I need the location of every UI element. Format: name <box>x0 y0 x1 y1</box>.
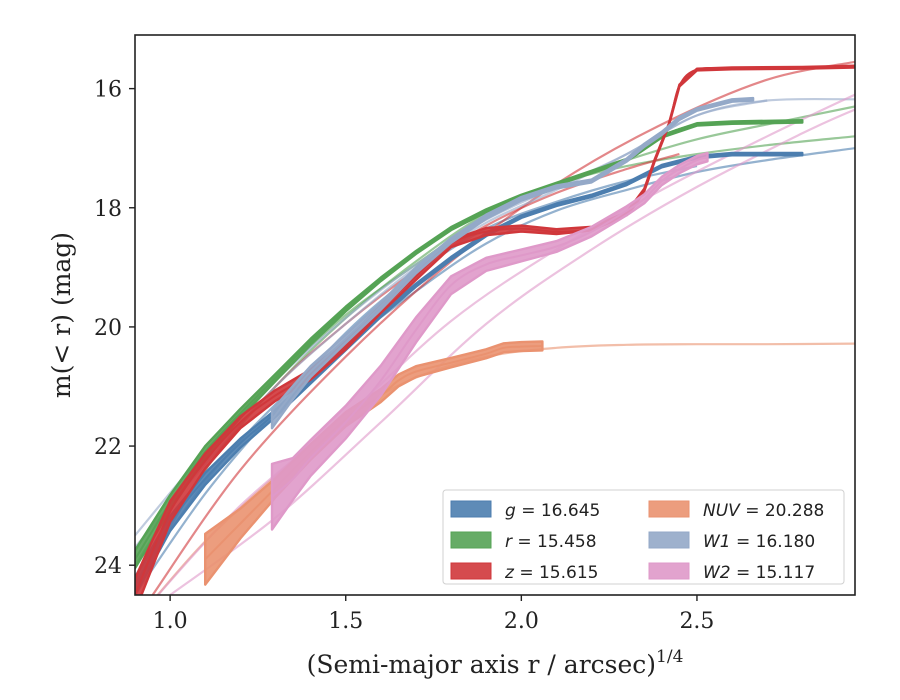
y-tick-label: 24 <box>94 554 122 579</box>
data-line-g <box>135 152 803 587</box>
data-line-w1 <box>271 98 754 420</box>
y-tick-label: 16 <box>94 78 122 103</box>
legend-swatch-w1 <box>648 531 690 549</box>
x-tick-label: 1.5 <box>328 609 363 634</box>
legend-label-w2: W2 = 15.117 <box>703 563 815 583</box>
data-band-w2 <box>270 151 709 531</box>
legend-label-nuv: NUV = 20.288 <box>703 501 824 521</box>
plot-frame <box>134 34 856 596</box>
y-tick-label: 18 <box>94 197 122 222</box>
legend-frame <box>442 489 845 585</box>
legend-swatch-w2 <box>648 562 690 580</box>
x-tick-label: 1.0 <box>153 609 188 634</box>
data-line-r <box>135 120 803 560</box>
x-axis-title: (Semi-major axis r / arcsec)1/4 <box>307 647 684 679</box>
x-tick-label: 2.0 <box>504 609 539 634</box>
legend-label-w1: W1 = 16.180 <box>703 532 815 552</box>
data-line-w2 <box>271 156 708 498</box>
legend-label-g: g = 16.645 <box>505 501 600 521</box>
legend-label-r: r = 15.458 <box>505 532 597 552</box>
legend-swatch-r <box>450 531 492 549</box>
legend-swatch-g <box>450 500 492 518</box>
legend-swatch-nuv <box>648 500 690 518</box>
y-axis-title: m(< r) (mag) <box>47 232 76 398</box>
y-tick-label: 20 <box>94 316 122 341</box>
legend-label-z: z = 15.615 <box>504 563 598 583</box>
data-band-w1 <box>270 96 755 430</box>
data-line-z <box>135 65 855 595</box>
model-curve-w2 <box>156 93 855 595</box>
y-tick-label: 22 <box>94 435 122 460</box>
x-tick-label: 2.5 <box>679 609 714 634</box>
legend: g = 16.645 r = 15.458 z = 15.615 NUV = 20.2… <box>442 489 845 585</box>
legend-swatch-z <box>450 562 492 580</box>
data-band-r <box>135 119 804 570</box>
